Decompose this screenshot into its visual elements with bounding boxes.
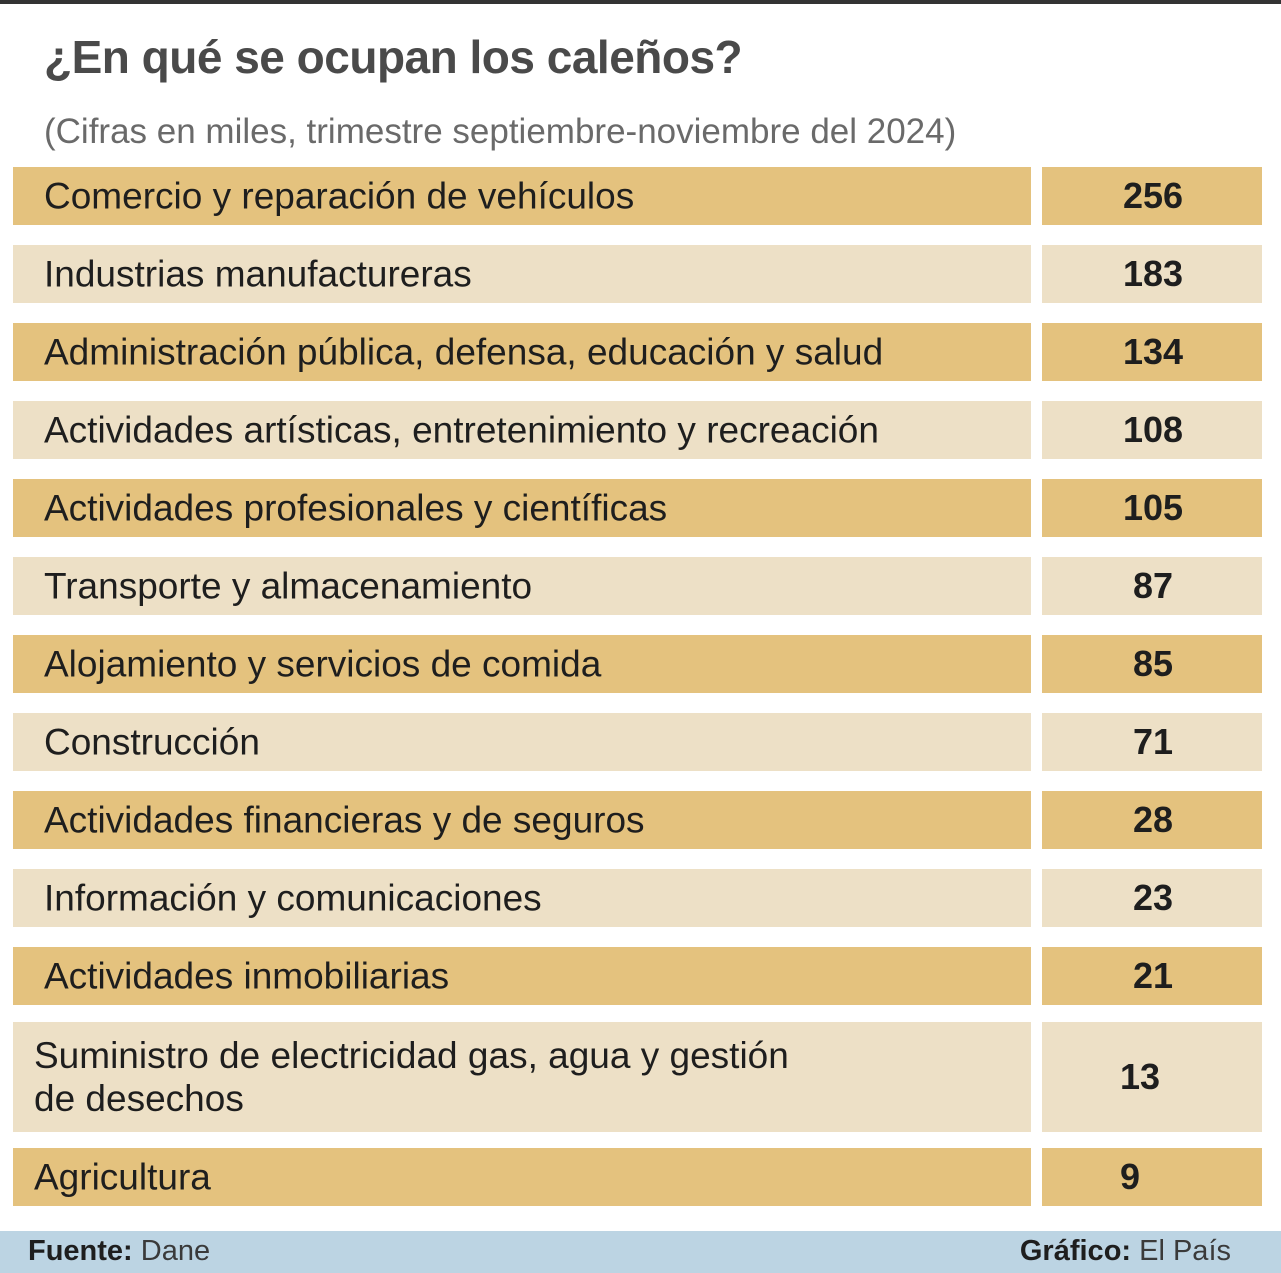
- source-label: Fuente:: [28, 1235, 133, 1267]
- category-label: Suministro de electricidad gas, agua y g…: [34, 1035, 789, 1119]
- category-label: Actividades artísticas, entretenimiento …: [44, 409, 879, 451]
- table-row: Construcción 71: [0, 713, 1281, 771]
- category-label: Comercio y reparación de vehículos: [44, 175, 635, 217]
- category-cell: Suministro de electricidad gas, agua y g…: [13, 1022, 1031, 1132]
- table-row: Actividades profesionales y científicas 1…: [0, 479, 1281, 537]
- value-label: 256: [1122, 175, 1184, 216]
- category-label: Información y comunicaciones: [44, 877, 542, 919]
- category-label: Administración pública, defensa, educaci…: [44, 331, 884, 373]
- value-cell: 9: [1042, 1148, 1262, 1206]
- table-row: Actividades artísticas, entretenimiento …: [0, 401, 1281, 459]
- value-label: 9: [1120, 1156, 1141, 1197]
- value-cell: 134: [1042, 323, 1262, 381]
- category-cell: Actividades inmobiliarias: [13, 947, 1031, 1005]
- value-cell: 256: [1042, 167, 1262, 225]
- category-label: Construcción: [44, 721, 260, 763]
- category-cell: Actividades financieras y de seguros: [13, 791, 1031, 849]
- value-cell: 13: [1042, 1022, 1262, 1132]
- category-cell: Actividades profesionales y científicas: [13, 479, 1031, 537]
- value-cell: 21: [1042, 947, 1262, 1005]
- table-row: Transporte y almacenamiento 87: [0, 557, 1281, 615]
- category-cell: Actividades artísticas, entretenimiento …: [13, 401, 1031, 459]
- credit-value: El País: [1139, 1235, 1231, 1267]
- category-cell: Administración pública, defensa, educaci…: [13, 323, 1031, 381]
- category-cell: Comercio y reparación de vehículos: [13, 167, 1031, 225]
- value-cell: 183: [1042, 245, 1262, 303]
- value-label: 23: [1132, 877, 1174, 918]
- source-value: Dane: [140, 1235, 211, 1267]
- table-row: Administración pública, defensa, educaci…: [0, 323, 1281, 381]
- category-cell: Construcción: [13, 713, 1031, 771]
- value-label: 85: [1132, 643, 1174, 684]
- category-label: Actividades inmobiliarias: [44, 955, 450, 997]
- table-row: Alojamiento y servicios de comida 85: [0, 635, 1281, 693]
- value-label: 183: [1122, 253, 1184, 294]
- value-cell: 87: [1042, 557, 1262, 615]
- category-cell: Información y comunicaciones: [13, 869, 1031, 927]
- value-cell: 108: [1042, 401, 1262, 459]
- category-cell: Industrias manufactureras: [13, 245, 1031, 303]
- table-row: Actividades financieras y de seguros 28: [0, 791, 1281, 849]
- table-row: Suministro de electricidad gas, agua y g…: [0, 1022, 1281, 1132]
- value-label: 71: [1132, 721, 1174, 762]
- category-label: Agricultura: [34, 1156, 211, 1198]
- category-label: Alojamiento y servicios de comida: [44, 643, 602, 685]
- value-label: 28: [1132, 799, 1174, 840]
- category-label: Transporte y almacenamiento: [44, 565, 533, 607]
- table-row: Agricultura 9: [0, 1148, 1281, 1206]
- value-cell: 105: [1042, 479, 1262, 537]
- chart-title: ¿En qué se ocupan los caleños?: [44, 31, 743, 83]
- credit-label: Gráfico:: [1019, 1235, 1132, 1267]
- category-label: Industrias manufactureras: [44, 253, 472, 295]
- value-cell: 23: [1042, 869, 1262, 927]
- value-cell: 28: [1042, 791, 1262, 849]
- value-cell: 71: [1042, 713, 1262, 771]
- top-rule: [0, 0, 1281, 4]
- value-label: 134: [1122, 331, 1184, 372]
- footer-bar: Fuente: Dane Gráfico: El País: [0, 1231, 1281, 1273]
- table-row: Información y comunicaciones 23: [0, 869, 1281, 927]
- category-cell: Transporte y almacenamiento: [13, 557, 1031, 615]
- category-cell: Alojamiento y servicios de comida: [13, 635, 1031, 693]
- value-label: 105: [1122, 487, 1184, 528]
- value-label: 108: [1122, 409, 1184, 450]
- category-cell: Agricultura: [13, 1148, 1031, 1206]
- category-label: Actividades financieras y de seguros: [44, 799, 645, 841]
- table-row: Actividades inmobiliarias 21: [0, 947, 1281, 1005]
- chart-subtitle: (Cifras en miles, trimestre septiembre-n…: [44, 112, 957, 151]
- value-label: 13: [1120, 1056, 1161, 1097]
- graphic-credit: Gráfico: El País: [1020, 1235, 1231, 1268]
- source-credit: Fuente: Dane: [28, 1235, 210, 1268]
- value-label: 87: [1132, 565, 1174, 606]
- table-row: Comercio y reparación de vehículos 256: [0, 167, 1281, 225]
- table-row: Industrias manufactureras 183: [0, 245, 1281, 303]
- value-label: 21: [1132, 955, 1174, 996]
- value-cell: 85: [1042, 635, 1262, 693]
- category-label: Actividades profesionales y científicas: [44, 487, 668, 529]
